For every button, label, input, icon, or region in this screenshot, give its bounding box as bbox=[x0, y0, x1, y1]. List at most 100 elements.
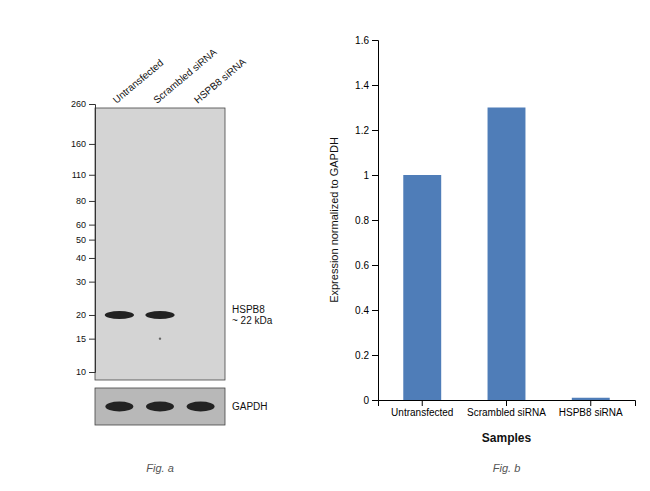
y-tick: 1.6 bbox=[355, 35, 378, 46]
ladder-tick-mark bbox=[89, 201, 95, 202]
ladder-label: 50 bbox=[76, 235, 86, 245]
x-tick-label: Untransfected bbox=[391, 407, 453, 418]
gapdh-band bbox=[146, 402, 174, 412]
ladder-label: 160 bbox=[71, 139, 86, 149]
y-tick-label: 0.2 bbox=[355, 350, 369, 361]
ladder-label: 20 bbox=[76, 310, 86, 320]
ladder-tick: 15 bbox=[76, 334, 95, 344]
y-tick-mark bbox=[372, 220, 378, 221]
x-tick-mark bbox=[590, 400, 591, 406]
x-tick: HSPB8 siRNA bbox=[559, 400, 623, 418]
chart-root: 2601601108060504030201510UntransfectedSc… bbox=[0, 0, 650, 491]
x-tick: Scrambled siRNA bbox=[467, 400, 546, 418]
ladder-tick: 60 bbox=[76, 220, 95, 230]
y-tick-mark bbox=[372, 310, 378, 311]
y-tick-label: 0.4 bbox=[355, 305, 369, 316]
y-tick-mark bbox=[372, 400, 378, 401]
hspb8-band bbox=[105, 311, 134, 319]
gapdh-label-line: GAPDH bbox=[232, 401, 268, 412]
y-axis: 0 0.2 0.4 0.6 0.8 1 1.2 1.4 1.6 bbox=[355, 35, 378, 406]
y-tick-mark bbox=[372, 85, 378, 86]
ladder-tick-mark bbox=[89, 258, 95, 259]
y-tick-mark bbox=[372, 130, 378, 131]
y-tick: 0.6 bbox=[355, 260, 378, 271]
ladder-tick: 50 bbox=[76, 235, 95, 245]
y-tick-label: 1.4 bbox=[355, 80, 369, 91]
ladder-label: 60 bbox=[76, 220, 86, 230]
ladder-label: 40 bbox=[76, 253, 86, 263]
bar bbox=[403, 175, 441, 400]
ladder-tick: 110 bbox=[72, 170, 95, 180]
bar bbox=[488, 108, 526, 401]
ladder-tick: 10 bbox=[76, 367, 95, 377]
gapdh-label: GAPDH bbox=[232, 401, 268, 412]
ladder-tick: 40 bbox=[76, 253, 95, 263]
ladder-label: 30 bbox=[76, 277, 86, 287]
ladder-tick: 260 bbox=[71, 99, 95, 109]
y-tick: 0.4 bbox=[355, 305, 378, 316]
ladder-tick: 80 bbox=[76, 196, 95, 206]
gapdh-strip bbox=[95, 388, 225, 425]
y-tick: 0.8 bbox=[355, 215, 378, 226]
y-tick: 1 bbox=[363, 170, 378, 181]
y-axis-line bbox=[372, 41, 379, 401]
ladder-label: 80 bbox=[76, 196, 86, 206]
bar-panel: Untransfected Scrambled siRNA HSPB8 siRNA 0… bbox=[328, 35, 636, 474]
y-tick-label: 1.6 bbox=[355, 35, 369, 46]
ladder-tick: 160 bbox=[71, 139, 95, 149]
ladder-tick-mark bbox=[89, 315, 95, 316]
gapdh-band bbox=[105, 402, 133, 412]
ladder-tick-mark bbox=[89, 240, 95, 241]
ladder-axis-line bbox=[89, 105, 96, 373]
y-tick-mark bbox=[372, 175, 378, 176]
ladder-tick-mark bbox=[89, 282, 95, 283]
y-tick-label: 0.6 bbox=[355, 260, 369, 271]
y-tick-label: 0 bbox=[363, 395, 369, 406]
bands bbox=[105, 311, 215, 412]
artifact bbox=[159, 337, 161, 339]
x-tick-label: HSPB8 siRNA bbox=[559, 407, 623, 418]
x-tick-mark bbox=[506, 400, 507, 406]
gapdh-band bbox=[187, 402, 215, 412]
hspb8-label-line: HSPB8 bbox=[232, 304, 265, 315]
ladder-tick-mark bbox=[89, 175, 95, 176]
blot-membrane bbox=[95, 108, 225, 380]
lane-label: HSPB8 siRNA bbox=[192, 56, 248, 106]
ladder-tick-mark bbox=[89, 144, 95, 145]
y-tick: 1.4 bbox=[355, 80, 378, 91]
y-tick-mark bbox=[372, 355, 378, 356]
hspb8-label-line: ~ 22 kDa bbox=[232, 315, 273, 326]
ladder-tick-mark bbox=[89, 372, 95, 373]
y-tick: 0.2 bbox=[355, 350, 378, 361]
ladder-label: 10 bbox=[76, 367, 86, 377]
bars bbox=[403, 108, 609, 401]
hspb8-label: HSPB8~ 22 kDa bbox=[232, 304, 273, 326]
figure-caption: Fig. b bbox=[493, 462, 521, 474]
ladder-tick-mark bbox=[89, 339, 95, 340]
ladder-tick-mark bbox=[89, 225, 95, 226]
ladder-label: 110 bbox=[72, 170, 86, 180]
blot-panel: 2601601108060504030201510UntransfectedSc… bbox=[71, 46, 273, 474]
x-axis: Untransfected Scrambled siRNA HSPB8 siRNA bbox=[379, 400, 636, 418]
x-axis-title: Samples bbox=[482, 431, 532, 445]
x-tick-mark bbox=[422, 400, 423, 406]
x-axis-line bbox=[379, 401, 636, 407]
y-tick-label: 1.2 bbox=[355, 125, 369, 136]
y-tick: 0 bbox=[363, 395, 378, 406]
ladder-label: 260 bbox=[71, 99, 86, 109]
x-tick-label: Scrambled siRNA bbox=[467, 407, 546, 418]
x-tick: Untransfected bbox=[391, 400, 453, 418]
ladder-tick-mark bbox=[89, 104, 95, 105]
ladder-label: 15 bbox=[76, 334, 86, 344]
hspb8-band bbox=[145, 311, 174, 319]
y-tick: 1.2 bbox=[355, 125, 378, 136]
y-tick-label: 0.8 bbox=[355, 215, 369, 226]
y-tick-label: 1 bbox=[363, 170, 369, 181]
figure-caption: Fig. a bbox=[146, 462, 174, 474]
bar bbox=[572, 398, 610, 400]
y-axis-title: Expression normalized to GAPDH bbox=[328, 137, 340, 303]
ladder-tick: 20 bbox=[76, 310, 95, 320]
ladder-tick: 30 bbox=[76, 277, 95, 287]
y-tick-mark bbox=[372, 40, 378, 41]
ladder-axis: 260 160 110 80 60 50 40 30 20 15 10 bbox=[71, 99, 96, 377]
